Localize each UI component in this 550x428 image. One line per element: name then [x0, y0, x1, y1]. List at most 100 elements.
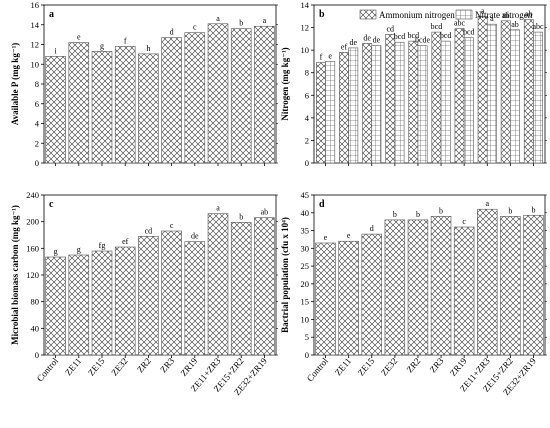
- significance-letter: abc: [454, 19, 466, 28]
- significance-letter: d: [370, 224, 374, 233]
- bar-a-0-3: [114, 46, 136, 164]
- bar-a-0-1: [68, 42, 90, 164]
- y-axis-label: Bactrial population (cfu x 10⁴): [280, 217, 290, 333]
- significance-letter: h: [146, 44, 150, 53]
- plot-frame: [313, 194, 546, 356]
- bar-a-0-5: [161, 37, 182, 164]
- x-category-label: ZR19: [448, 355, 469, 378]
- legend-entry: Ammonium nitrogen: [379, 10, 455, 20]
- y-axis-label: Nitrogen (mg kg⁻¹): [280, 47, 290, 120]
- bar-c-0-1: [68, 254, 90, 356]
- significance-letter: c: [170, 221, 174, 230]
- significance-letter: g: [54, 247, 58, 256]
- significance-letter: i: [54, 46, 57, 55]
- significance-letter: bcd: [440, 31, 452, 40]
- bar-c-0-3: [114, 246, 136, 356]
- bar-b-1-5: [440, 40, 451, 164]
- bar-d-0-7: [477, 208, 498, 356]
- bar-b-1-2: [371, 45, 382, 164]
- panel-label: c: [49, 199, 54, 210]
- significance-letter: d: [170, 28, 174, 37]
- y-tick-label: 40: [301, 208, 310, 218]
- bar-c-0-2: [91, 250, 113, 356]
- x-category-label: ZE15: [356, 355, 377, 377]
- y-tick-label: 0: [35, 158, 39, 168]
- y-tick-label: 0: [305, 158, 309, 168]
- y-tick-label: 10: [31, 59, 40, 69]
- chart-panel-a: a 0 2 4 6 8 10 12 14 16 Available P (mg kg⁻¹) i e g f h…: [10, 0, 278, 168]
- y-tick-label: 12: [31, 40, 40, 50]
- y-tick-label: 4: [305, 113, 310, 123]
- significance-letter: f: [320, 53, 323, 62]
- y-tick-label: 6: [305, 90, 309, 100]
- significance-letter: e: [324, 233, 328, 242]
- significance-letter: de: [191, 232, 199, 241]
- significance-letter: b: [439, 206, 443, 215]
- x-category-label: ZE11: [63, 356, 83, 377]
- y-tick-label: 8: [305, 68, 309, 78]
- y-tick-label: 20: [301, 279, 310, 289]
- bar-b-1-6: [463, 37, 474, 164]
- y-axis-label: Microbial biomass carbon (mg kg⁻¹): [10, 205, 20, 345]
- bar-d-0-2: [361, 233, 382, 356]
- x-category-label: ZR3: [158, 355, 176, 374]
- bar-c-0-7: [207, 213, 229, 356]
- x-category-label: ZR2: [135, 356, 153, 375]
- significance-letter: ab: [525, 10, 533, 19]
- bar-a-0-2: [91, 51, 113, 164]
- significance-letter: ab: [261, 208, 269, 217]
- y-tick-label: 15: [301, 297, 310, 307]
- significance-letter: bcd: [394, 32, 406, 41]
- bar-a-0-9: [254, 25, 275, 164]
- bar-b-1-8: [510, 29, 520, 164]
- significance-letter: bcd: [431, 22, 443, 31]
- bar-d-0-5: [430, 216, 452, 356]
- bar-c-0-5: [161, 230, 182, 356]
- plot-frame: [313, 4, 546, 164]
- significance-letter: c: [193, 23, 197, 32]
- bar-b-1-3: [394, 41, 405, 164]
- bar-b-0-4: [408, 40, 419, 164]
- significance-letter: c: [462, 217, 466, 226]
- significance-letter: e: [328, 51, 332, 60]
- bar-a-0-8: [230, 28, 252, 164]
- y-tick-label: 40: [31, 323, 40, 333]
- significance-letter: de: [373, 36, 381, 45]
- x-category-label: ZE15: [86, 355, 107, 377]
- y-tick-label: 0: [305, 350, 309, 360]
- significance-letter: g: [100, 41, 104, 50]
- bar-b-0-0: [316, 62, 326, 164]
- y-tick-label: 12: [301, 23, 310, 33]
- significance-letter: a: [485, 199, 489, 208]
- chart-panel-d: d 0 5 10 15 20 25 30 35 40 45 Bactrial population (…: [280, 190, 547, 397]
- y-tick-label: 25: [301, 261, 310, 271]
- bar-b-1-7: [486, 23, 497, 164]
- significance-letter: a: [216, 14, 220, 23]
- significance-letter: e: [347, 231, 351, 240]
- bar-d-0-9: [523, 214, 544, 356]
- y-axis-label: Available P (mg kg⁻¹): [10, 43, 20, 126]
- bar-c-0-9: [254, 217, 275, 356]
- legend-entry: Nitrate nitrogen: [475, 10, 533, 20]
- bar-b-1-9: [533, 31, 543, 164]
- y-tick-label: 16: [31, 0, 40, 10]
- significance-letter: cd: [145, 226, 153, 235]
- x-category-label: ZE32: [379, 356, 400, 378]
- y-tick-label: 200: [26, 217, 39, 227]
- y-tick-label: 14: [301, 0, 310, 10]
- y-tick-label: 14: [31, 20, 40, 30]
- bar-b-0-6: [454, 28, 465, 164]
- bar-b-1-1: [348, 47, 359, 164]
- significance-letter: cd: [386, 24, 394, 33]
- y-tick-label: 35: [301, 226, 310, 236]
- panel-label: d: [319, 199, 325, 210]
- y-tick-label: 120: [26, 270, 39, 280]
- bar-d-0-3: [384, 219, 406, 356]
- y-tick-label: 8: [35, 79, 39, 89]
- bar-b-0-7: [477, 15, 488, 164]
- bar-b-0-8: [500, 20, 511, 164]
- significance-letter: a: [263, 16, 267, 25]
- y-tick-label: 160: [26, 243, 39, 253]
